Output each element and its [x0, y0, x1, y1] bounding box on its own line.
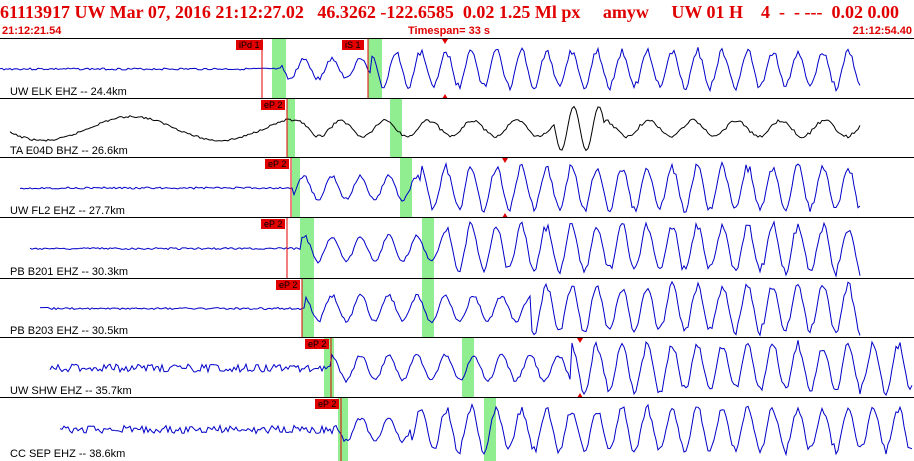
- station-label: UW SHW EHZ -- 35.7km: [10, 385, 132, 397]
- pick-label[interactable]: eP 2: [305, 339, 330, 349]
- amplitude-marker: [577, 338, 583, 343]
- pick-label[interactable]: eP 2: [315, 399, 340, 409]
- waveform-plot: [9, 99, 861, 158]
- trace-panel[interactable]: iPd 1 iS 1 UW ELK EHZ -- 24.4km: [0, 38, 914, 99]
- time-window: [338, 398, 348, 461]
- amplitude-marker: [502, 213, 508, 218]
- pick-label[interactable]: eP 2: [261, 100, 286, 110]
- time-window: [368, 39, 382, 99]
- start-time: 21:12:21.54: [2, 25, 62, 37]
- waveform-plot: [0, 39, 861, 99]
- time-window: [302, 279, 314, 338]
- trace-panel[interactable]: eP 2 CC SEP EHZ -- 38.6km: [0, 397, 914, 461]
- time-window: [422, 218, 434, 279]
- pick-label[interactable]: eP 2: [265, 159, 290, 169]
- pick-label[interactable]: iPd 1: [236, 40, 263, 50]
- station-label: TA E04D BHZ -- 26.6km: [10, 145, 128, 157]
- waveform-trace: [0, 46, 861, 93]
- amplitude-marker: [577, 393, 583, 398]
- station-label: CC SEP EHZ -- 38.6km: [10, 448, 126, 460]
- timespan-label: Timespan= 33 s: [408, 25, 491, 37]
- trace-panel[interactable]: eP 2 TA E04D BHZ -- 26.6km: [0, 98, 914, 158]
- time-window: [400, 158, 412, 218]
- pick-label[interactable]: iS 1: [342, 40, 364, 50]
- time-window: [462, 338, 474, 398]
- time-window: [287, 99, 295, 158]
- waveform-trace: [9, 105, 861, 152]
- amplitude-marker: [502, 158, 508, 163]
- waveform-plot: [19, 158, 861, 218]
- station-label: UW FL2 EHZ -- 27.7km: [10, 205, 125, 217]
- trace-panel[interactable]: eP 2 UW FL2 EHZ -- 27.7km: [0, 157, 914, 218]
- waveform-trace: [19, 160, 861, 213]
- waveform-trace: [40, 280, 861, 337]
- amplitude-marker: [442, 39, 448, 44]
- trace-panel[interactable]: eP 2 PB B203 EHZ -- 30.5km: [0, 278, 914, 338]
- waveform-plot: [40, 279, 861, 338]
- trace-panel[interactable]: eP 2 PB B201 EHZ -- 30.3km: [0, 217, 914, 279]
- time-window: [390, 99, 402, 158]
- waveform-plot: [49, 338, 913, 398]
- station-label: UW ELK EHZ -- 24.4km: [10, 86, 127, 98]
- waveform-plot: [59, 398, 913, 461]
- trace-panel[interactable]: eP 2 UW SHW EHZ -- 35.7km: [0, 337, 914, 398]
- waveform-plot: [29, 218, 861, 279]
- end-time: 21:12:54.40: [852, 25, 912, 37]
- waveform-trace: [49, 340, 913, 397]
- station-label: PB B201 EHZ -- 30.3km: [10, 266, 128, 278]
- time-window: [300, 218, 314, 279]
- waveform-trace: [59, 402, 913, 457]
- waveform-trace: [29, 220, 861, 278]
- time-window: [324, 338, 334, 398]
- time-window: [422, 279, 434, 338]
- pick-label[interactable]: eP 2: [276, 280, 301, 290]
- pick-label[interactable]: eP 2: [261, 219, 286, 229]
- amplitude-marker: [442, 94, 448, 99]
- time-window: [272, 39, 286, 99]
- station-label: PB B203 EHZ -- 30.5km: [10, 325, 128, 337]
- event-summary: 61113917 UW Mar 07, 2016 21:12:27.02 46.…: [0, 2, 899, 22]
